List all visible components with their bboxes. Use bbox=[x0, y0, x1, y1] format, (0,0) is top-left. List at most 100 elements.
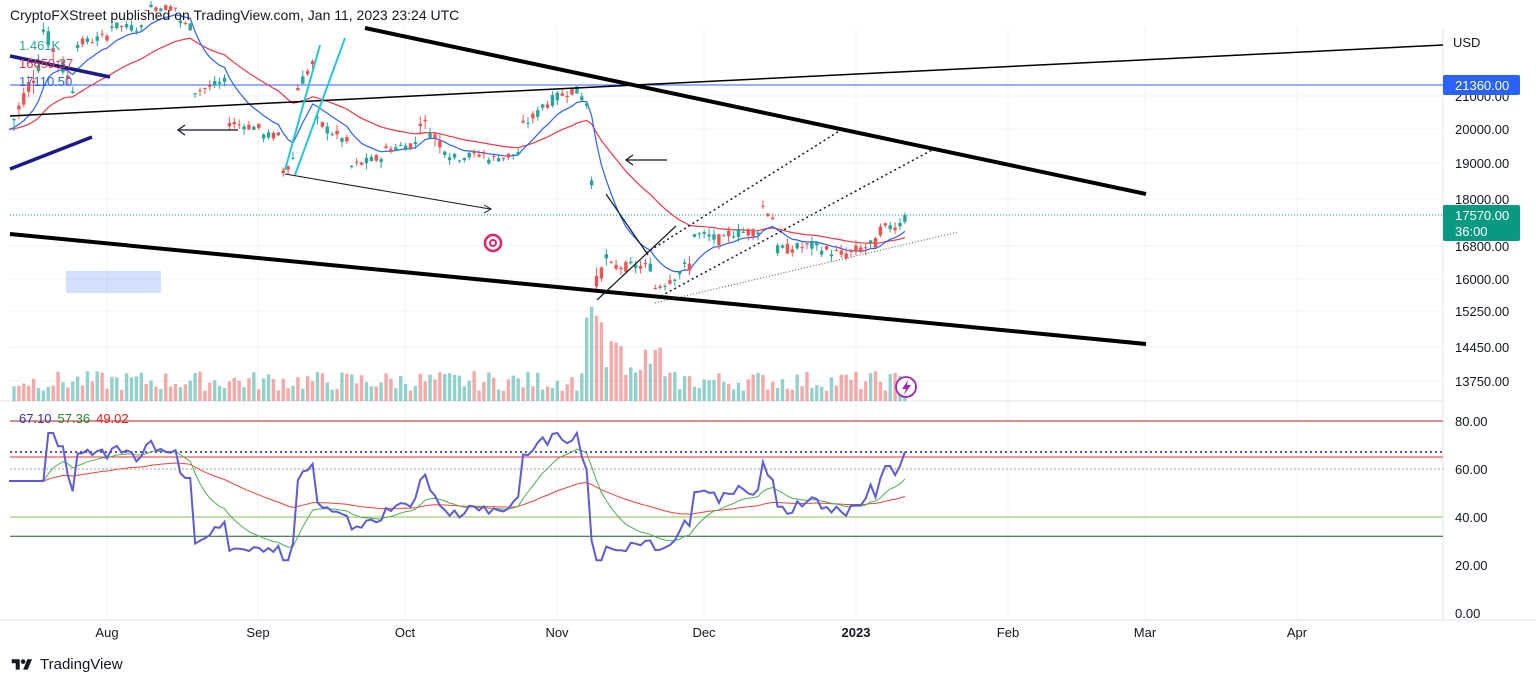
volume-bar bbox=[164, 373, 168, 401]
volume-bar bbox=[472, 371, 476, 401]
time-axis-label: Feb bbox=[997, 625, 1019, 640]
volume-bar bbox=[252, 372, 256, 401]
rsi-ma-value: 57.36 bbox=[57, 411, 91, 426]
volume-bar bbox=[129, 377, 134, 401]
volume-bar bbox=[501, 390, 506, 401]
candle-body bbox=[756, 232, 760, 235]
volume-bar bbox=[330, 389, 334, 401]
volume-bar bbox=[85, 371, 90, 401]
candle-body bbox=[819, 250, 824, 255]
candle-body bbox=[785, 243, 790, 254]
candle-body bbox=[173, 7, 178, 9]
grid bbox=[0, 28, 1536, 621]
volume-bar bbox=[638, 370, 643, 401]
candle-body bbox=[188, 23, 192, 31]
volume-bar bbox=[208, 382, 212, 401]
volume-bar bbox=[222, 388, 227, 401]
candle-body bbox=[854, 245, 858, 252]
tradingview-logo-icon bbox=[11, 658, 32, 670]
volume-bar bbox=[594, 315, 599, 401]
volume-bar bbox=[496, 389, 501, 401]
candle-body bbox=[394, 147, 398, 150]
volume-bar bbox=[369, 386, 374, 401]
candle-body bbox=[428, 133, 432, 138]
volume-bar bbox=[178, 387, 183, 401]
candles bbox=[12, 0, 907, 294]
candle-body bbox=[359, 162, 364, 165]
volume-bar bbox=[761, 374, 765, 401]
lightning-icon-bolt bbox=[902, 380, 911, 395]
candle-body bbox=[741, 231, 746, 233]
candle-body bbox=[780, 245, 785, 248]
volume-bar bbox=[585, 317, 589, 401]
zigzag-up bbox=[596, 225, 677, 301]
price-axis-label: 19000.00 bbox=[1455, 156, 1509, 171]
candle-body bbox=[242, 126, 246, 130]
volume-bar bbox=[428, 374, 432, 401]
volume-bar bbox=[198, 371, 202, 401]
volume-bar bbox=[257, 389, 261, 401]
price-axis-currency: USD bbox=[1453, 35, 1480, 50]
volume-bar bbox=[227, 381, 232, 401]
volume-bar bbox=[771, 381, 775, 401]
candle-body bbox=[810, 241, 814, 249]
volume-bar bbox=[702, 379, 706, 401]
volume-bar bbox=[149, 380, 153, 401]
volume-bar bbox=[443, 373, 447, 401]
candle-body bbox=[26, 82, 31, 92]
candle-body bbox=[668, 280, 672, 284]
volume-bar bbox=[154, 386, 158, 401]
volume-bar bbox=[46, 386, 50, 401]
target-icon-inner bbox=[489, 239, 497, 247]
volume-bar bbox=[193, 372, 197, 401]
volume-bar bbox=[707, 380, 711, 401]
volume-bar bbox=[878, 381, 883, 401]
volume-bar bbox=[41, 390, 46, 401]
candle-body bbox=[873, 238, 878, 248]
price-axis-label: 13750.00 bbox=[1455, 374, 1509, 389]
volume-bar bbox=[487, 372, 491, 401]
candle-body bbox=[585, 103, 589, 106]
volume-bar bbox=[291, 385, 295, 401]
volume-bar bbox=[296, 377, 300, 401]
price-axis: USD21000.0020000.0019000.0018000.0016800… bbox=[1443, 35, 1520, 621]
volume-bar bbox=[159, 388, 163, 401]
volume-bar bbox=[66, 387, 70, 401]
volume-bar bbox=[134, 376, 139, 401]
candle-body bbox=[369, 156, 374, 162]
candle-body bbox=[305, 71, 310, 75]
candle-body bbox=[232, 121, 236, 125]
time-axis-label: Dec bbox=[692, 625, 716, 640]
volume-bar bbox=[217, 386, 222, 401]
candle-body bbox=[839, 250, 843, 255]
candle-body bbox=[726, 230, 731, 237]
candle-body bbox=[56, 61, 60, 63]
countdown-label: 36:00 bbox=[1455, 224, 1488, 239]
rsi-axis-label: 20.00 bbox=[1455, 558, 1488, 573]
candle-body bbox=[775, 245, 780, 254]
volume-bar bbox=[403, 384, 408, 401]
volume-bar bbox=[668, 372, 672, 401]
candle-body bbox=[374, 155, 378, 161]
rsi-axis-label: 40.00 bbox=[1455, 510, 1488, 525]
volume-bar bbox=[80, 385, 85, 401]
candle-body bbox=[697, 233, 701, 235]
volume-bar bbox=[687, 376, 692, 401]
volume-bar bbox=[423, 381, 427, 401]
ema-blue-legend-value: 17110.50 bbox=[19, 74, 73, 89]
candle-body bbox=[31, 80, 36, 84]
time-axis-label: Aug bbox=[95, 625, 118, 640]
tradingview-footer[interactable]: TradingView bbox=[10, 656, 123, 673]
blue-trend-segment-2 bbox=[9, 54, 111, 79]
time-axis-label: Oct bbox=[395, 625, 416, 640]
volume-bar bbox=[350, 374, 354, 401]
volume-bar bbox=[506, 379, 511, 401]
candle-body bbox=[423, 119, 427, 122]
volume-bar bbox=[624, 374, 628, 401]
rsi-ma-line bbox=[9, 448, 906, 548]
volume-bar bbox=[447, 373, 452, 401]
candle-body bbox=[575, 86, 579, 94]
volume-bar bbox=[883, 390, 888, 401]
candle-body bbox=[653, 287, 657, 289]
